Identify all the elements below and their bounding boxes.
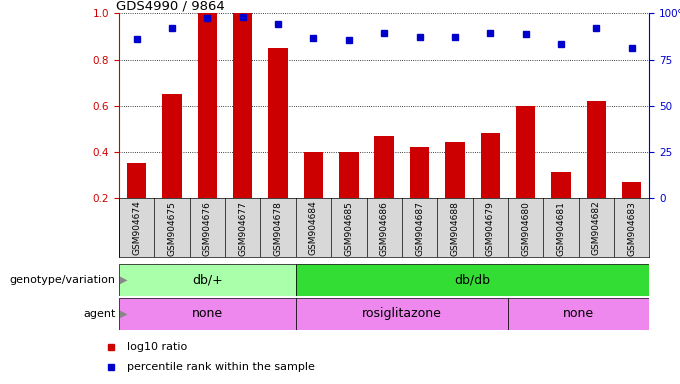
- Bar: [269, 48, 288, 198]
- Text: ▶: ▶: [120, 275, 128, 285]
- Text: GSM904680: GSM904680: [521, 201, 530, 256]
- Text: ▶: ▶: [120, 309, 128, 319]
- Text: GSM904683: GSM904683: [627, 201, 636, 256]
- Bar: [410, 147, 429, 198]
- Text: GSM904675: GSM904675: [167, 201, 177, 256]
- Bar: [551, 172, 571, 198]
- Text: db/db: db/db: [455, 274, 490, 286]
- Text: percentile rank within the sample: percentile rank within the sample: [127, 362, 315, 372]
- Text: GSM904688: GSM904688: [450, 201, 460, 256]
- Text: GSM904676: GSM904676: [203, 201, 212, 256]
- Text: GDS4990 / 9864: GDS4990 / 9864: [116, 0, 225, 12]
- Bar: [508, 298, 649, 330]
- Text: GSM904678: GSM904678: [273, 201, 283, 256]
- Text: GSM904685: GSM904685: [344, 201, 354, 256]
- Text: GSM904686: GSM904686: [379, 201, 389, 256]
- Bar: [587, 101, 606, 198]
- Bar: [304, 152, 323, 198]
- Bar: [622, 182, 641, 198]
- Text: GSM904682: GSM904682: [592, 201, 601, 255]
- Bar: [163, 94, 182, 198]
- Text: GSM904684: GSM904684: [309, 201, 318, 255]
- Text: none: none: [563, 308, 594, 320]
- Bar: [296, 264, 649, 296]
- Bar: [339, 152, 358, 198]
- Text: none: none: [192, 308, 223, 320]
- Text: genotype/variation: genotype/variation: [10, 275, 116, 285]
- Bar: [119, 298, 296, 330]
- Bar: [516, 106, 535, 198]
- Text: log10 ratio: log10 ratio: [127, 342, 188, 352]
- Bar: [481, 133, 500, 198]
- Bar: [233, 13, 252, 198]
- Text: GSM904677: GSM904677: [238, 201, 248, 256]
- Text: GSM904681: GSM904681: [556, 201, 566, 256]
- Text: GSM904687: GSM904687: [415, 201, 424, 256]
- Text: agent: agent: [83, 309, 116, 319]
- Text: rosiglitazone: rosiglitazone: [362, 308, 442, 320]
- Bar: [375, 136, 394, 198]
- Bar: [127, 163, 146, 198]
- Bar: [296, 298, 508, 330]
- Bar: [119, 264, 296, 296]
- Text: db/+: db/+: [192, 274, 223, 286]
- Text: GSM904674: GSM904674: [132, 201, 141, 255]
- Text: GSM904679: GSM904679: [486, 201, 495, 256]
- Bar: [198, 13, 217, 198]
- Bar: [445, 142, 464, 198]
